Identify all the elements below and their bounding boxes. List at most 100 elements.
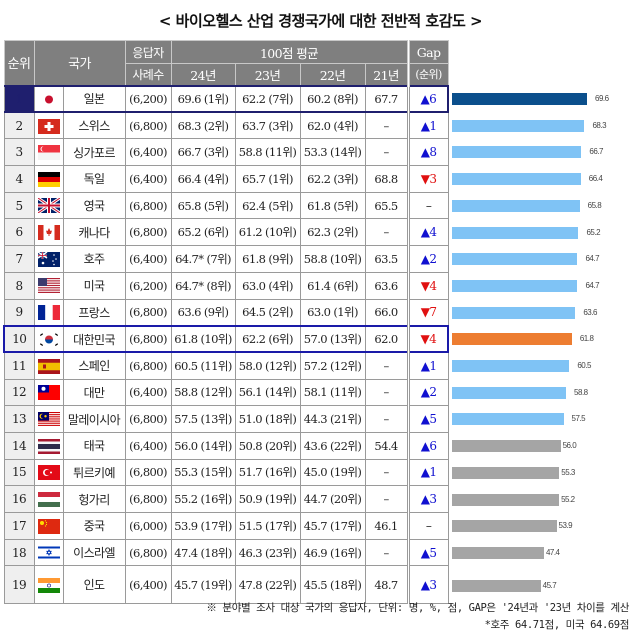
table-row: 11 스페인 (6,800) 60.5 (11위) 58.0 (12위) 57.2 (12… (3, 351, 449, 380)
bar-row: 56.0 (452, 440, 641, 453)
bar-row: 66.4 (452, 173, 641, 186)
flag-cell (33, 405, 64, 433)
respondents-count: (6,800) (124, 405, 172, 433)
table-row: 13 말레이시아 (6,800) 57.5 (13위) 51.0 (18위) 44.3 (… (3, 405, 449, 433)
score-2021: 67.7 (364, 84, 409, 114)
rank-cell: 19 (3, 565, 35, 605)
score-2021: 48.7 (364, 565, 409, 605)
triangle-up-icon: ▲3 (420, 577, 437, 592)
rank-cell: 11 (3, 351, 35, 380)
score-2021: 68.8 (364, 165, 409, 193)
score-2022: 57.2 (12위) (299, 351, 366, 380)
score-2024: 66.7 (3위) (170, 138, 236, 167)
rank-cell: 2 (3, 111, 35, 140)
header-2021: 21년 (364, 63, 409, 86)
respondents-count: (6,800) (124, 191, 172, 220)
triangle-up-icon: ▲6 (420, 91, 437, 106)
respondents-count: (6,800) (124, 298, 172, 327)
score-2024: 61.8 (10위) (170, 324, 236, 354)
score-2021: 65.5 (364, 191, 409, 220)
flag-cell (33, 512, 64, 540)
dash-icon: – (425, 198, 432, 213)
bar (452, 306, 576, 319)
turkiye-flag-icon (37, 465, 60, 481)
table-row: 14 태국 (6,400) 56.0 (14위) 50.8 (20위) 43.6 (22위… (3, 431, 449, 460)
respondents-count: (6,800) (124, 458, 172, 487)
bar-value-label: 61.8 (579, 334, 594, 344)
flag-cell (33, 485, 64, 513)
triangle-down-icon: ▼7 (420, 305, 437, 320)
score-2021: – (364, 458, 409, 487)
score-2024: 66.4 (4위) (170, 165, 236, 193)
header-gap-2: (순위) (406, 63, 449, 86)
bar-row: 55.3 (452, 466, 641, 479)
rank-cell: 14 (3, 431, 35, 460)
bar (452, 520, 557, 533)
flag-cell (33, 458, 64, 487)
triangle-up-icon: ▲2 (420, 385, 437, 400)
rank-cell: 1 (3, 84, 35, 114)
score-2022: 45.0 (19위) (299, 458, 366, 487)
table-row: 18 이스라엘 (6,800) 47.4 (18위) 46.3 (23위) 46.9 (1… (3, 538, 449, 567)
table-row: 3 싱가포르 (6,400) 66.7 (3위) 58.8 (11위) 53.3 (14위… (3, 138, 449, 167)
bar-row: 64.7 (452, 279, 641, 292)
gap-rank-change: ▲6 (406, 431, 449, 460)
score-2024: 68.3 (2위) (170, 111, 236, 140)
gap-rank-change: ▲3 (406, 485, 449, 513)
gap-rank-change: ▲2 (406, 378, 449, 407)
bar-value-label: 47.4 (545, 547, 560, 557)
country-name: 인도 (62, 565, 126, 605)
header-2024: 24년 (170, 63, 236, 86)
table-row: 15 튀르키예 (6,800) 55.3 (15위) 51.7 (16위) 45.0 (1… (3, 458, 449, 487)
bar (452, 493, 560, 506)
score-2021: – (364, 218, 409, 247)
table-row: 16 헝가리 (6,800) 55.2 (16위) 50.9 (19위) 44.7 (20… (3, 485, 449, 513)
bar-value-label: 56.0 (562, 441, 577, 451)
triangle-up-icon: ▲3 (420, 492, 437, 507)
score-2024: 63.6 (9위) (170, 298, 236, 327)
country-name: 영국 (62, 191, 126, 220)
table-row: 1 일본 (6,200) 69.6 (1위) 62.2 (7위) 60.2 (8위) 67.… (3, 84, 450, 114)
country-name: 미국 (62, 271, 126, 300)
bar-value-label: 55.3 (561, 467, 575, 477)
flag-cell (33, 84, 64, 114)
bar-value-label: 65.2 (586, 227, 601, 237)
switzerland-flag-icon (37, 118, 60, 134)
gap-rank-change: ▲5 (406, 538, 449, 567)
score-2022: 62.3 (2위) (299, 218, 366, 247)
israel-flag-icon (37, 545, 60, 561)
score-2022: 62.0 (4위) (299, 111, 366, 140)
bar-value-label: 58.8 (574, 387, 588, 397)
gap-rank-change: ▲4 (406, 218, 449, 247)
triangle-up-icon: ▲5 (420, 412, 437, 427)
score-2024: 58.8 (12위) (170, 378, 236, 407)
score-2022: 44.7 (20위) (299, 485, 366, 513)
rank-cell: 12 (3, 378, 35, 407)
triangle-up-icon: ▲1 (420, 465, 437, 480)
score-2022: 43.6 (22위) (299, 431, 366, 460)
spain-flag-icon (37, 358, 60, 374)
header-country: 국가 (33, 40, 126, 86)
bar (452, 466, 560, 479)
gap-rank-change: ▲1 (406, 458, 449, 487)
bar (452, 333, 572, 346)
rank-cell: 10 (3, 324, 35, 354)
thailand-flag-icon (37, 438, 60, 454)
table-row: 19 인도 (6,400) 45.7 (19위) 47.8 (22위) 45.5 (18위… (3, 565, 449, 605)
triangle-up-icon: ▲8 (420, 145, 437, 160)
respondents-count: (6,800) (124, 485, 172, 513)
bar-value-label: 57.5 (571, 414, 586, 424)
country-name: 헝가리 (62, 485, 126, 513)
score-2022: 61.4 (6위) (299, 271, 366, 300)
score-2023: 58.8 (11위) (234, 138, 301, 167)
score-2024: 56.0 (14위) (170, 431, 236, 460)
flag-cell (33, 324, 64, 354)
score-2022: 61.8 (5위) (299, 191, 366, 220)
bar-row: 61.8 (452, 333, 641, 346)
respondents-count: (6,400) (124, 165, 172, 193)
respondents-count: (6,800) (124, 218, 172, 247)
score-2023: 50.8 (20위) (234, 431, 301, 460)
rank-cell: 6 (3, 218, 35, 247)
score-2021: 62.0 (364, 324, 409, 354)
table-row: 12 대만 (6,400) 58.8 (12위) 56.1 (14위) 58.1 (11위… (3, 378, 449, 407)
